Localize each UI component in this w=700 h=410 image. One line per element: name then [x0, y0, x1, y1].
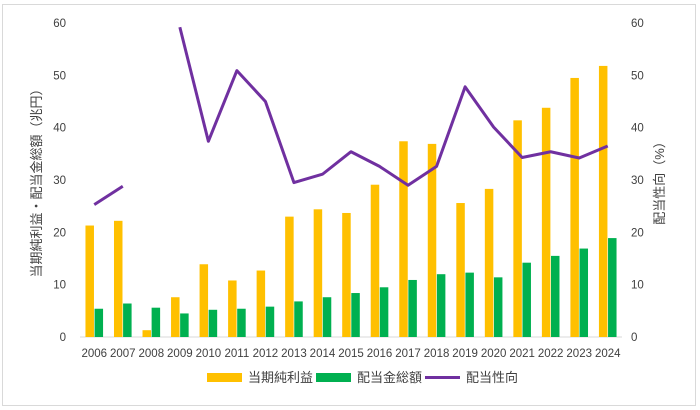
legend-label-dividends: 配当金総額 [357, 370, 422, 385]
payout-ratio-line [178, 26, 609, 187]
bar-dividends [351, 293, 360, 337]
bar-net-income [313, 209, 323, 337]
bar-net-income [598, 65, 608, 337]
bar-dividends [493, 277, 503, 337]
x-tick-label: 2019 [452, 348, 478, 360]
bar-net-income [370, 184, 380, 337]
x-tick-label: 2013 [281, 348, 307, 360]
bar-net-income [399, 141, 408, 337]
bar-net-income [285, 216, 294, 337]
bar-dividends [379, 287, 389, 337]
bars-group [85, 65, 617, 337]
bar-net-income [142, 330, 152, 337]
left-tick-label: 10 [53, 280, 66, 292]
left-tick-label: 40 [53, 123, 66, 135]
x-tick-label: 2020 [481, 348, 507, 360]
right-tick-label: 50 [631, 70, 644, 82]
bar-dividends [237, 308, 246, 337]
left-tick-label: 30 [53, 175, 66, 187]
x-tick-label: 2011 [225, 348, 250, 360]
bar-net-income [484, 188, 494, 337]
left-axis-label: 当期純利益・配当金総額（兆円） [29, 82, 44, 277]
bar-net-income [171, 297, 180, 337]
bar-dividends [550, 255, 560, 337]
x-tick-label: 2017 [395, 348, 421, 360]
bar-dividends [436, 274, 446, 337]
right-tick-label: 20 [631, 227, 644, 239]
bar-net-income [256, 270, 266, 337]
left-axis-ticks: 0 10 20 30 40 50 60 [53, 18, 66, 344]
bar-net-income [456, 203, 465, 337]
bar-dividends [123, 303, 132, 337]
right-axis-label: 配当性向（%） [652, 135, 667, 225]
bar-dividends [265, 306, 275, 337]
legend-label-payout: 配当性向 [466, 370, 518, 385]
legend: 当期純利益 配当金総額 配当性向 [207, 370, 518, 385]
left-tick-label: 50 [53, 70, 66, 82]
bar-dividends [408, 279, 417, 337]
bar-net-income [113, 220, 123, 337]
legend-swatch-dividends [316, 373, 351, 382]
x-tick-label: 2022 [538, 348, 564, 360]
x-tick-label: 2012 [253, 348, 279, 360]
x-tick-label: 2008 [139, 348, 165, 360]
bar-net-income [427, 143, 437, 337]
right-tick-label: 60 [631, 18, 644, 30]
left-tick-label: 20 [53, 227, 66, 239]
right-tick-label: 10 [631, 280, 644, 292]
x-tick-label: 2010 [196, 348, 222, 360]
left-tick-label: 0 [60, 332, 66, 344]
payout-ratio-line [93, 185, 124, 206]
bar-dividends [608, 238, 617, 337]
bar-net-income [228, 280, 237, 337]
bar-dividends [322, 297, 332, 337]
bar-dividends [579, 248, 589, 337]
right-tick-label: 0 [631, 332, 637, 344]
x-tick-label: 2023 [566, 348, 592, 360]
bar-net-income [85, 225, 94, 337]
legend-swatch-net-income [207, 373, 242, 382]
x-tick-label: 2006 [81, 348, 107, 360]
bar-net-income [513, 120, 522, 337]
bar-dividends [208, 309, 218, 337]
bar-net-income [342, 212, 351, 337]
chart-frame [2, 4, 696, 406]
bar-dividends [180, 313, 189, 337]
bar-dividends [294, 301, 303, 337]
x-tick-label: 2014 [310, 348, 336, 360]
x-tick-label: 2018 [424, 348, 450, 360]
x-axis-ticks: 2006 2007 2008 2009 2010 2011 2012 2013 2014 2015… [81, 348, 621, 360]
legend-label-net-income: 当期純利益 [248, 370, 313, 385]
bar-dividends [151, 307, 161, 337]
x-tick-label: 2009 [167, 348, 193, 360]
left-tick-label: 60 [53, 18, 66, 30]
x-tick-label: 2015 [338, 348, 364, 360]
x-tick-label: 2024 [595, 348, 621, 360]
bar-net-income [541, 107, 551, 337]
bar-net-income [199, 264, 209, 337]
bar-dividends [465, 272, 474, 337]
x-tick-label: 2016 [367, 348, 393, 360]
payout-line-group [93, 26, 609, 206]
right-tick-label: 40 [631, 123, 644, 135]
bar-dividends [94, 308, 104, 337]
x-tick-label: 2007 [110, 348, 136, 360]
right-axis-ticks: 0 10 20 30 40 50 60 [631, 18, 644, 344]
x-tick-label: 2021 [509, 348, 535, 360]
right-tick-label: 30 [631, 175, 644, 187]
bar-dividends [522, 262, 531, 337]
bar-net-income [570, 77, 579, 337]
